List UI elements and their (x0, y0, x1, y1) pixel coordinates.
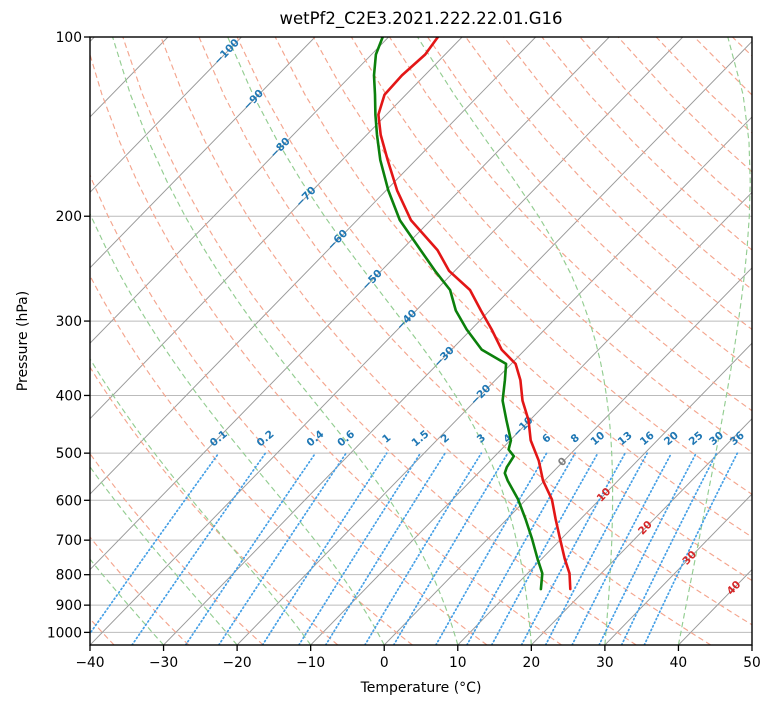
y-tick-label: 900 (56, 598, 82, 614)
mixing-ratio-line (643, 452, 739, 645)
x-tick-label: 30 (596, 655, 614, 671)
x-tick-label: −20 (223, 655, 252, 671)
plot-border (89, 36, 753, 646)
isotherm-line (310, 191, 752, 645)
moist-adiabat (90, 212, 385, 645)
dry-adiabat (465, 37, 752, 331)
y-tick-label: 200 (56, 209, 82, 225)
isotherm-line (90, 37, 684, 645)
moist-adiabat (90, 357, 312, 645)
dry-adiabat (236, 37, 752, 582)
mixing-ratio-line (620, 452, 718, 645)
dry-adiabat (90, 274, 413, 645)
mixing-ratio-line (298, 452, 422, 645)
mixing-ratio-line (520, 452, 626, 645)
moist-adiabat (112, 37, 459, 645)
mixing-ratio-line (571, 452, 673, 645)
mixing-ratio-line (598, 452, 697, 645)
isotherm-line (530, 417, 752, 645)
chart-title: wetPf2_C2E3.2021.222.22.01.G16 (279, 9, 562, 29)
x-axis-label: Temperature (°C) (360, 680, 482, 696)
dry-adiabat (90, 366, 339, 645)
moist-adiabat (90, 558, 165, 645)
x-tick-label: −40 (75, 655, 104, 671)
isotherm-line (90, 37, 316, 269)
dry-adiabat (427, 37, 752, 371)
temperature-curve (377, 37, 572, 591)
mixing-ratio-line (544, 452, 649, 645)
y-tick-label: 600 (56, 493, 82, 509)
y-axis-label: Pressure (hPa) (15, 291, 31, 391)
isotherm-line (457, 342, 752, 645)
moist-adiabat (417, 37, 614, 645)
mixing-ratio-line (217, 452, 347, 645)
isotherm-line (236, 116, 752, 645)
x-tick-label: 0 (380, 655, 389, 671)
x-tick-label: 20 (523, 655, 541, 671)
mixing-ratio-line (364, 452, 483, 645)
isotherm-line (90, 37, 537, 495)
mixing-ratio-line (90, 452, 220, 635)
dewpoint-curve (372, 37, 544, 591)
y-tick-label: 400 (56, 388, 82, 404)
mixing-ratio-line (261, 452, 388, 645)
x-tick-label: 50 (743, 655, 761, 671)
y-tick-label: 1000 (47, 625, 82, 641)
mixing-ratio-line (324, 452, 446, 645)
mixing-ratio-line (490, 452, 599, 645)
isotherm-line (383, 267, 752, 645)
y-tick-label: 800 (56, 568, 82, 584)
mixing-ratio-line (131, 452, 267, 645)
y-tick-label: 500 (56, 446, 82, 462)
dry-adiabat (312, 37, 752, 495)
axes-layer: −40 −30 −20 −10 0 10 20 30 40 50 100 200 300 400 500 60… (47, 30, 761, 671)
dry-adiabats-layer (90, 37, 752, 645)
y-tick-label: 100 (56, 30, 82, 46)
isotherm-line (90, 37, 242, 194)
pressure-gridlines-layer (90, 37, 752, 633)
x-tick-label: −10 (296, 655, 325, 671)
dry-adiabat (90, 52, 562, 645)
y-tick-label: 700 (56, 533, 82, 549)
isotherm-line (90, 37, 389, 344)
x-tick-label: 40 (670, 655, 688, 671)
isotherm-line (90, 37, 463, 420)
isotherm-line (163, 40, 752, 645)
isotherm-line (90, 37, 610, 571)
mixing-ratio-line (435, 452, 548, 645)
mixing-ratio-line (392, 452, 509, 645)
mixing-ratio-line (184, 452, 317, 645)
moist-adiabats-layer (90, 37, 752, 645)
x-tick-label: 10 (449, 655, 467, 671)
isotherms-layer (90, 37, 752, 645)
y-tick-label: 300 (56, 314, 82, 330)
dry-adiabat (90, 536, 190, 645)
mixing-ratio-line (466, 452, 576, 645)
isotherm-line (604, 493, 752, 645)
x-tick-label: −30 (149, 655, 178, 671)
dry-adiabat (122, 37, 637, 645)
moist-adiabat (90, 465, 238, 645)
mixing-ratio-layer (90, 452, 739, 645)
sounding-curves-layer (372, 37, 572, 591)
